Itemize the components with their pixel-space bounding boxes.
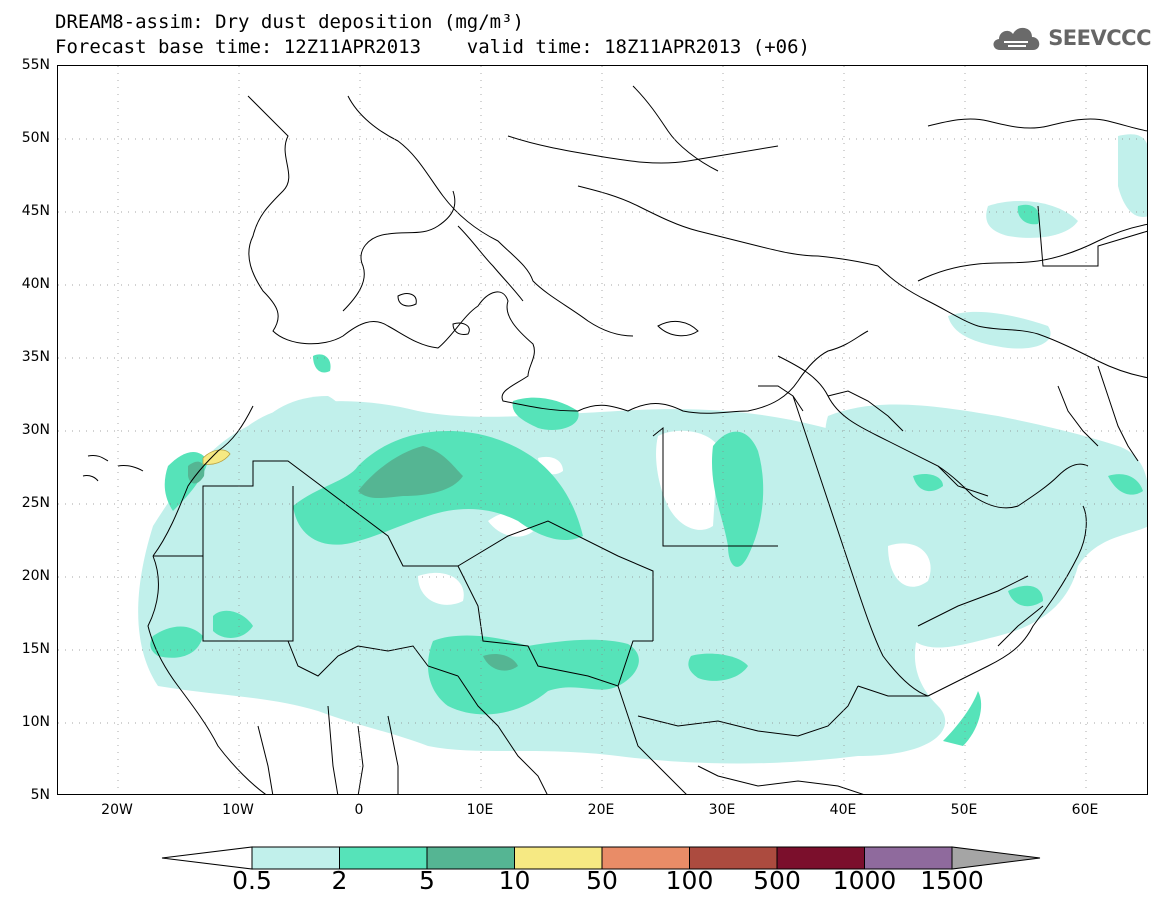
- dust-level-5-10-area: [188, 446, 518, 671]
- lat-label: 5N: [30, 787, 50, 803]
- lon-label: 20E: [587, 802, 615, 818]
- lon-label: 40E: [829, 802, 857, 818]
- lon-label: 0: [354, 802, 364, 818]
- lon-label: 20W: [101, 802, 133, 818]
- dust-level-0.5-2-area: [138, 134, 1147, 764]
- lon-label: 10W: [222, 802, 254, 818]
- colorbar-label: 5: [419, 866, 435, 895]
- graticule: [58, 66, 1147, 794]
- colorbar-label: 100: [665, 866, 714, 895]
- lon-label: 10E: [466, 802, 494, 818]
- lat-label: 30N: [21, 422, 50, 438]
- colorbar-arrow-high: [951, 846, 1041, 870]
- colorbar-label: 0.5: [232, 866, 272, 895]
- colorbar-label: 10: [498, 866, 531, 895]
- lat-label: 10N: [21, 714, 50, 730]
- lat-label: 15N: [21, 641, 50, 657]
- lat-label: 55N: [21, 57, 50, 73]
- lon-label: 60E: [1071, 802, 1099, 818]
- map-title: DREAM8-assim: Dry dust deposition (mg/m³…: [55, 11, 524, 33]
- dust-level-2-5-area: [150, 204, 1143, 746]
- lon-label: 50E: [950, 802, 978, 818]
- colorbar-label: 2: [331, 866, 348, 895]
- lat-label: 40N: [21, 276, 50, 292]
- lat-label: 20N: [21, 568, 50, 584]
- colorbar-label: 50: [586, 866, 618, 895]
- colorbar-label: 1000: [832, 866, 897, 895]
- colorbar-label: 1500: [920, 866, 984, 895]
- lat-label: 35N: [21, 349, 50, 365]
- colorbar-label: 500: [753, 866, 801, 895]
- lon-label: 30E: [708, 802, 736, 818]
- dust-level-10-50-area: [202, 449, 231, 465]
- cloud-icon: [993, 27, 1040, 50]
- lat-label: 45N: [21, 203, 50, 219]
- forecast-time-subtitle: Forecast base time: 12Z11APR2013 valid t…: [55, 36, 810, 58]
- colorbar: [161, 846, 1041, 870]
- coastlines-and-borders: [82, 85, 1147, 794]
- lat-label: 50N: [21, 130, 50, 146]
- seevccc-logo: SEEVCCC: [990, 24, 1151, 52]
- map-plot-area: [57, 65, 1148, 795]
- lat-label: 25N: [21, 495, 50, 511]
- logo-text: SEEVCCC: [1048, 26, 1151, 50]
